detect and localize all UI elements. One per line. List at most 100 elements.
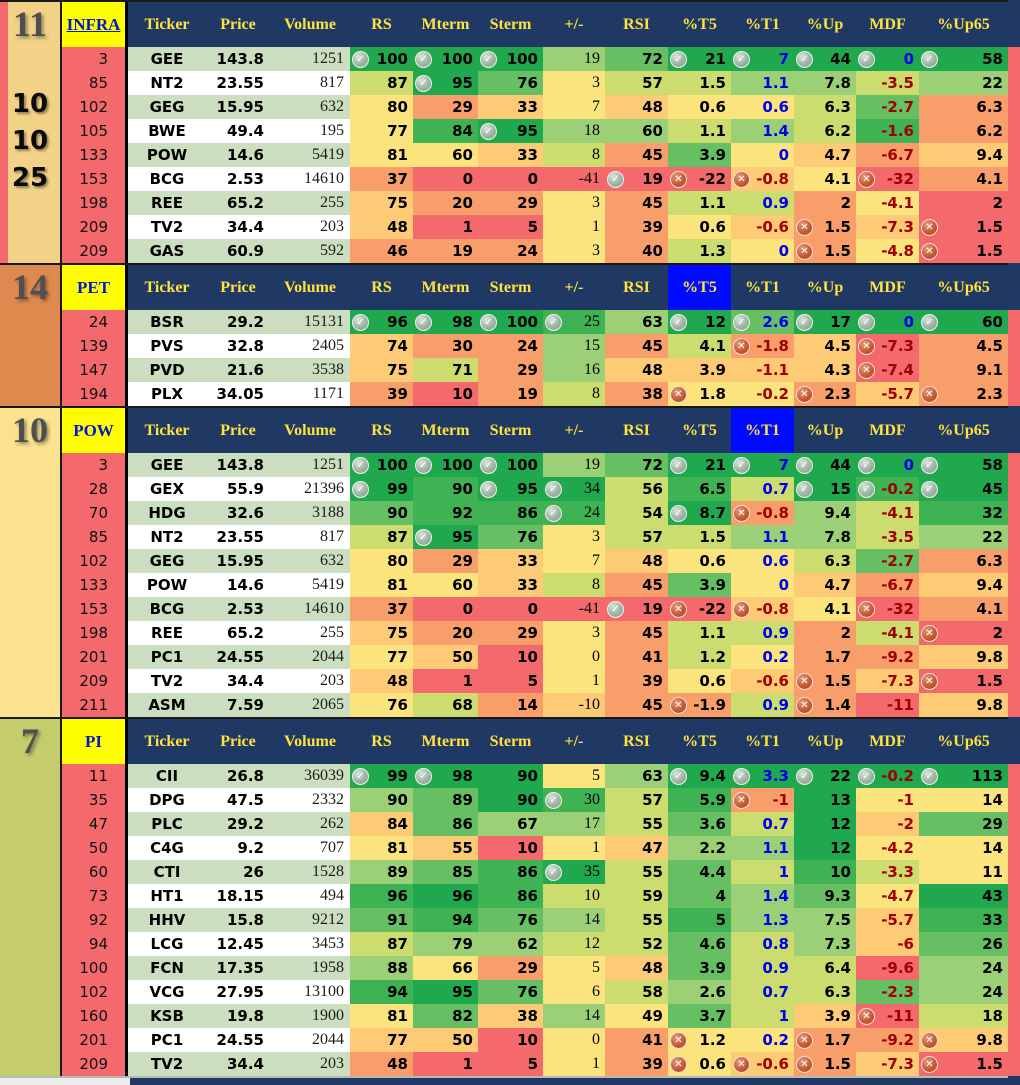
ticker-cell[interactable]: CTI <box>128 860 206 884</box>
column-header-rsi[interactable]: RSI <box>605 719 668 764</box>
column-header-sterm[interactable]: Sterm <box>478 2 543 47</box>
cell-t1: ✕ -0.8 <box>731 597 794 621</box>
column-header-rsi[interactable]: RSI <box>605 2 668 47</box>
check-icon: ✓ <box>921 767 938 785</box>
ticker-cell[interactable]: FCN <box>128 956 206 980</box>
ticker-cell[interactable]: POW <box>128 573 206 597</box>
column-header-sterm[interactable]: Sterm <box>478 408 543 453</box>
ticker-cell[interactable]: TV2 <box>128 215 206 239</box>
column-header-up[interactable]: %Up <box>794 2 856 47</box>
cell-value: 10 <box>517 648 538 666</box>
ticker-cell[interactable]: PC1 <box>128 1028 206 1052</box>
section-label-link[interactable]: PI <box>85 731 102 751</box>
section-label-link[interactable]: POW <box>73 420 114 440</box>
column-header-up[interactable]: %Up <box>794 719 856 764</box>
ticker-cell[interactable]: PC1 <box>128 645 206 669</box>
column-header-t1[interactable]: %T1 <box>731 408 794 453</box>
column-header-up[interactable]: %Up <box>794 265 856 310</box>
column-header-t5[interactable]: %T5 <box>668 265 731 310</box>
column-header-t1[interactable]: %T1 <box>731 719 794 764</box>
ticker-cell[interactable]: BSR <box>128 310 206 334</box>
ticker-cell[interactable]: KSB <box>128 1004 206 1028</box>
column-header-price[interactable]: Price <box>206 719 270 764</box>
column-header-up65[interactable]: %Up65 <box>919 408 1008 453</box>
column-header-sterm[interactable]: Sterm <box>478 719 543 764</box>
ticker-cell[interactable]: BWE <box>128 119 206 143</box>
ticker-cell[interactable]: VCG <box>128 980 206 1004</box>
ticker-cell[interactable]: REE <box>128 621 206 645</box>
column-header-mterm[interactable]: Mterm <box>413 408 478 453</box>
column-header-sterm[interactable]: Sterm <box>478 265 543 310</box>
column-header-t1[interactable]: %T1 <box>731 2 794 47</box>
ticker-cell[interactable]: HDG <box>128 501 206 525</box>
column-header-up65[interactable]: %Up65 <box>919 2 1008 47</box>
column-header-rs[interactable]: RS <box>350 2 413 47</box>
ticker-cell[interactable]: NT2 <box>128 71 206 95</box>
ticker-cell[interactable]: GEX <box>128 477 206 501</box>
column-header-plus-minus[interactable]: +/- <box>543 2 605 47</box>
ticker-cell[interactable]: PVD <box>128 358 206 382</box>
ticker-cell[interactable]: HT1 <box>128 884 206 908</box>
cell-value: 72 <box>642 50 663 68</box>
column-header-t5[interactable]: %T5 <box>668 2 731 47</box>
section-label-link[interactable]: PET <box>76 277 111 297</box>
column-header-up[interactable]: %Up <box>794 408 856 453</box>
column-header-t1[interactable]: %T1 <box>731 265 794 310</box>
ticker-cell[interactable]: HHV <box>128 908 206 932</box>
ticker-cell[interactable]: REE <box>128 191 206 215</box>
ticker-cell[interactable]: LCG <box>128 932 206 956</box>
column-header-mterm[interactable]: Mterm <box>413 719 478 764</box>
column-header-plus-minus[interactable]: +/- <box>543 408 605 453</box>
column-header-mdf[interactable]: MDF <box>856 2 919 47</box>
column-header-price[interactable]: Price <box>206 408 270 453</box>
column-header-price[interactable]: Price <box>206 2 270 47</box>
column-header-mdf[interactable]: MDF <box>856 265 919 310</box>
column-header-mterm[interactable]: Mterm <box>413 265 478 310</box>
ticker-cell[interactable]: PVS <box>128 334 206 358</box>
ticker-cell[interactable]: POW <box>128 143 206 167</box>
column-header-ticker[interactable]: Ticker <box>128 719 206 764</box>
ticker-cell[interactable]: GEE <box>128 47 206 71</box>
ticker-cell[interactable]: TV2 <box>128 669 206 693</box>
column-header-volume[interactable]: Volume <box>270 265 350 310</box>
ticker-cell[interactable]: GEE <box>128 453 206 477</box>
section-label-link[interactable]: INFRA <box>66 14 121 34</box>
ticker-cell[interactable]: ASM <box>128 693 206 717</box>
ticker-cell[interactable]: TV2 <box>128 1052 206 1076</box>
column-header-mdf[interactable]: MDF <box>856 408 919 453</box>
ticker-cell[interactable]: GEG <box>128 95 206 119</box>
cell-up: 6.3 <box>794 95 856 119</box>
ticker-cell[interactable]: CII <box>128 764 206 788</box>
ticker-cell[interactable]: NT2 <box>128 525 206 549</box>
column-header-rsi[interactable]: RSI <box>605 265 668 310</box>
column-header-volume[interactable]: Volume <box>270 2 350 47</box>
ticker-cell[interactable]: C4G <box>128 836 206 860</box>
column-header-rs[interactable]: RS <box>350 719 413 764</box>
ticker-cell[interactable]: GEG <box>128 549 206 573</box>
ticker-cell[interactable]: PLC <box>128 812 206 836</box>
column-header-price[interactable]: Price <box>206 265 270 310</box>
column-header-rs[interactable]: RS <box>350 265 413 310</box>
column-header-mdf[interactable]: MDF <box>856 719 919 764</box>
column-header-rsi[interactable]: RSI <box>605 408 668 453</box>
ticker-cell[interactable]: DPG <box>128 788 206 812</box>
column-header-volume[interactable]: Volume <box>270 719 350 764</box>
column-header-ticker[interactable]: Ticker <box>128 408 206 453</box>
ticker-cell[interactable]: BCG <box>128 167 206 191</box>
ticker-cell[interactable]: BCG <box>128 597 206 621</box>
column-header-ticker[interactable]: Ticker <box>128 2 206 47</box>
column-header-t5[interactable]: %T5 <box>668 719 731 764</box>
cell-mterm: 71 <box>413 358 478 382</box>
column-header-plus-minus[interactable]: +/- <box>543 265 605 310</box>
column-header-up65[interactable]: %Up65 <box>919 265 1008 310</box>
ticker-cell[interactable]: GAS <box>128 239 206 263</box>
column-header-rs[interactable]: RS <box>350 408 413 453</box>
column-header-t5[interactable]: %T5 <box>668 408 731 453</box>
ticker-cell[interactable]: PLX <box>128 382 206 406</box>
column-header-ticker[interactable]: Ticker <box>128 265 206 310</box>
column-header-plus-minus[interactable]: +/- <box>543 719 605 764</box>
column-header-mterm[interactable]: Mterm <box>413 2 478 47</box>
column-header-volume[interactable]: Volume <box>270 408 350 453</box>
x-icon: ✕ <box>921 385 938 403</box>
column-header-up65[interactable]: %Up65 <box>919 719 1008 764</box>
